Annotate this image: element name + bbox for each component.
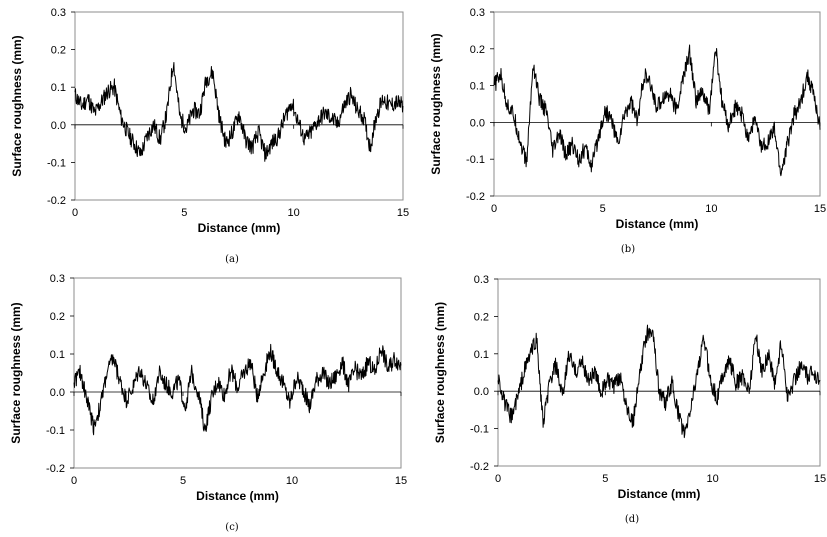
roughness-series-line: [73, 343, 402, 436]
y-tick-label: 0.0: [470, 117, 485, 129]
y-tick-label: -0.1: [46, 425, 65, 437]
y-axis-title: Surface roughness (mm): [9, 302, 23, 443]
y-tick-label: -0.2: [466, 191, 485, 203]
roughness-series-line: [74, 62, 404, 162]
y-tick-label: 0.1: [474, 349, 489, 361]
y-axis-title: Surface roughness (mm): [429, 33, 443, 174]
panel-caption: (b): [621, 244, 635, 255]
x-tick-label: 15: [397, 207, 409, 219]
y-tick-label: -0.1: [470, 424, 489, 436]
y-tick-label: 0.0: [50, 387, 65, 399]
roughness-series-line: [493, 44, 821, 177]
x-axis-title: Distance (mm): [198, 221, 281, 235]
panel-caption: (c): [225, 522, 239, 533]
plot-frame: [74, 11, 404, 201]
y-tick-label: -0.1: [466, 154, 485, 166]
x-tick-label: 5: [602, 473, 608, 485]
x-axis-title: Distance (mm): [616, 217, 699, 231]
x-axis-title: Distance (mm): [196, 489, 279, 503]
x-axis-title: Distance (mm): [618, 487, 701, 501]
y-axis-title: Surface roughness (mm): [433, 302, 447, 443]
y-tick-label: 0.0: [474, 386, 489, 398]
plot-frame: [493, 11, 821, 197]
y-tick-label: -0.2: [470, 461, 489, 473]
y-tick-label: 0.2: [470, 44, 485, 56]
y-tick-label: -0.2: [46, 463, 65, 475]
chart-panel: 0.3 0.2 0.1 0.0 -0.1 -0.2 0 5 10 15 Distance (mm) S…: [433, 274, 826, 525]
x-tick-label: 0: [72, 207, 78, 219]
y-tick-label: 0.3: [470, 7, 485, 19]
x-tick-label: 10: [288, 207, 300, 219]
y-tick-label: 0.3: [50, 273, 65, 285]
y-tick-label: -0.1: [47, 157, 66, 169]
x-tick-label: 5: [600, 203, 606, 215]
chart-panel: 0.3 0.2 0.1 0.0 -0.1 -0.2 0 5 10 15 Distance (mm) S…: [429, 7, 826, 255]
y-tick-label: 0.1: [50, 349, 65, 361]
y-tick-label: 0.2: [474, 311, 489, 323]
chart-panel: 0.3 0.2 0.1 0.0 -0.1 -0.2 0 5 10 15 Distance (mm) S…: [10, 7, 409, 265]
y-tick-label: 0.0: [51, 120, 66, 132]
x-tick-label: 0: [495, 473, 501, 485]
x-tick-label: 0: [71, 475, 77, 487]
x-tick-label: 10: [286, 475, 298, 487]
y-tick-label: 0.2: [50, 311, 65, 323]
y-tick-label: 0.2: [51, 45, 66, 57]
y-tick-label: 0.3: [51, 7, 66, 19]
x-tick-label: 10: [705, 203, 717, 215]
y-tick-label: -0.2: [47, 195, 66, 207]
x-tick-label: 10: [707, 473, 719, 485]
x-tick-label: 5: [180, 475, 186, 487]
y-axis-title: Surface roughness (mm): [10, 35, 24, 176]
y-tick-label: 0.1: [470, 81, 485, 93]
x-tick-label: 0: [491, 203, 497, 215]
x-tick-label: 15: [395, 475, 407, 487]
y-tick-label: 0.1: [51, 82, 66, 94]
chart-panel: 0.3 0.2 0.1 0.0 -0.1 -0.2 0 5 10 15 Distance (mm) S…: [9, 273, 407, 533]
y-tick-label: 0.3: [474, 274, 489, 286]
x-tick-label: 5: [181, 207, 187, 219]
x-tick-label: 15: [814, 203, 826, 215]
panel-caption: (d): [625, 514, 639, 525]
plot-frame: [73, 277, 402, 469]
plot-frame: [497, 278, 821, 467]
panel-caption: (a): [225, 254, 239, 265]
roughness-series-line: [497, 324, 821, 439]
x-tick-label: 15: [814, 473, 826, 485]
